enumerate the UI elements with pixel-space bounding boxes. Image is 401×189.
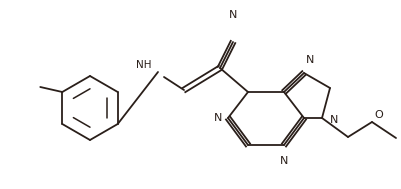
Text: NH: NH xyxy=(136,60,152,70)
Text: N: N xyxy=(329,115,338,125)
Text: N: N xyxy=(279,156,288,166)
Text: N: N xyxy=(228,10,237,20)
Text: N: N xyxy=(213,113,222,123)
Text: O: O xyxy=(373,110,382,120)
Text: N: N xyxy=(305,55,314,65)
